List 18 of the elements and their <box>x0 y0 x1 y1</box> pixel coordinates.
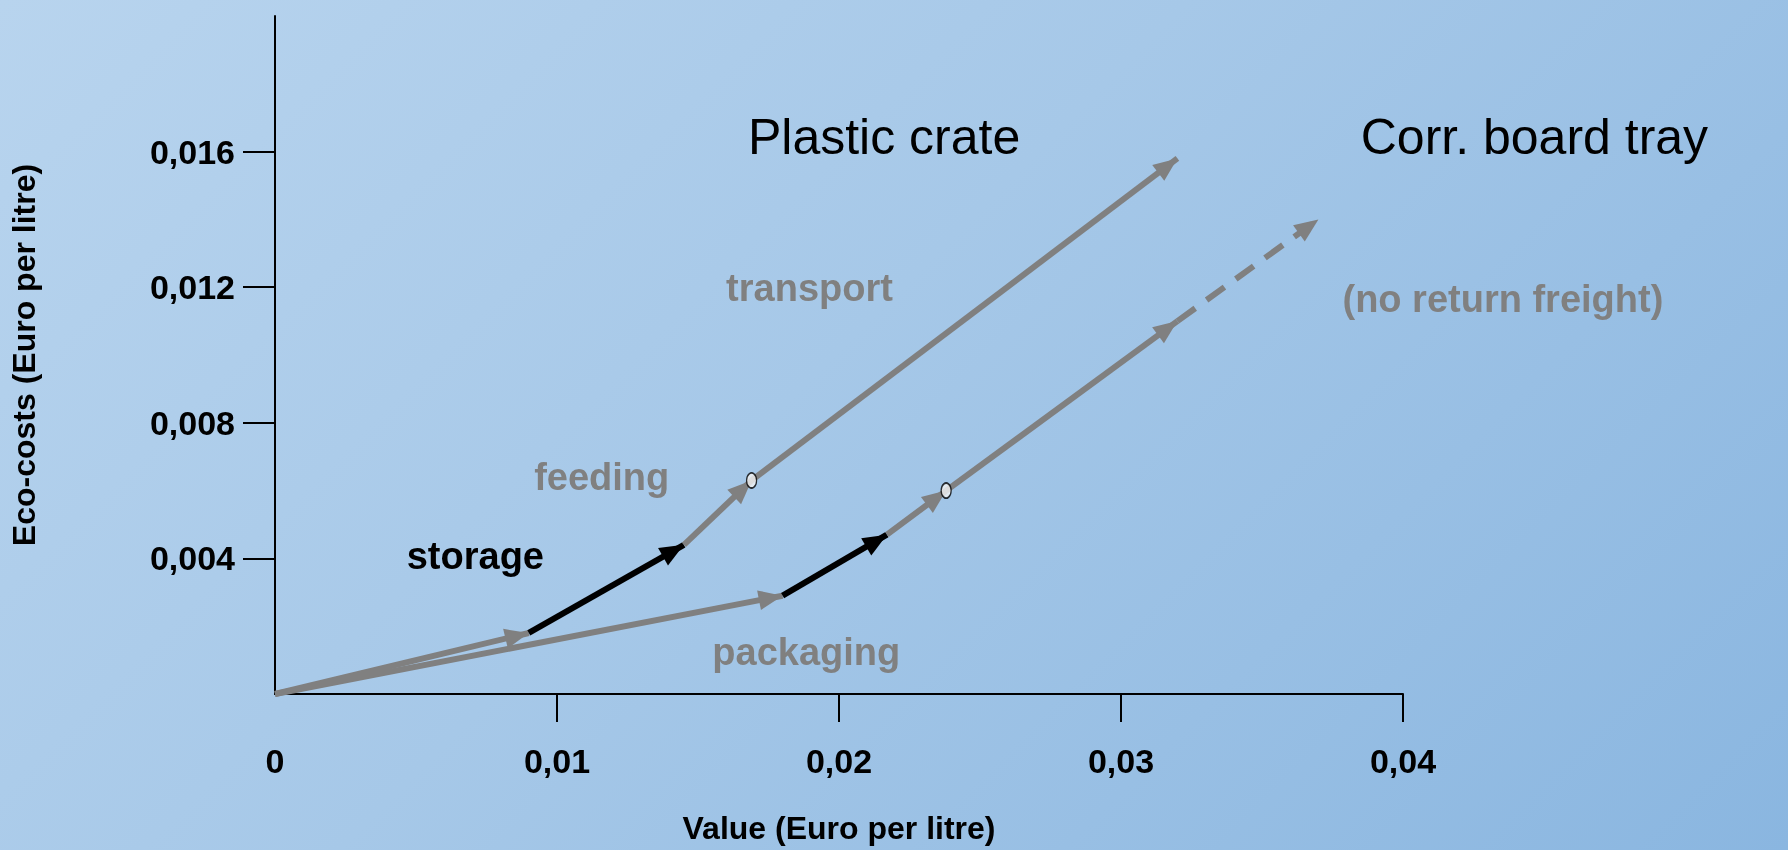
x-tick-label: 0,02 <box>805 742 873 780</box>
annotation: Corr. board tray <box>1360 108 1709 165</box>
x-tick-label: 0,03 <box>1087 742 1155 780</box>
annotation: storage <box>406 534 544 577</box>
x-tick-label: 0 <box>265 742 285 780</box>
y-tick-label: 0,016 <box>149 132 235 171</box>
y-tick-label: 0,004 <box>149 539 236 578</box>
annotation: Plastic crate <box>747 108 1021 165</box>
y-tick-label: 0,008 <box>149 403 235 442</box>
annotation: transport <box>726 267 894 310</box>
annotation: feeding <box>534 455 670 498</box>
x-tick-label: 0,01 <box>523 742 591 780</box>
y-tick-label: 0,012 <box>149 268 235 307</box>
x-tick-label: 0,04 <box>1369 742 1437 780</box>
x-axis-title: Value (Euro per litre) <box>682 810 996 846</box>
annotation: (no return freight) <box>1342 278 1664 321</box>
y-axis-title: Eco-costs (Euro per litre) <box>6 163 42 547</box>
annotation: packaging <box>712 630 901 673</box>
